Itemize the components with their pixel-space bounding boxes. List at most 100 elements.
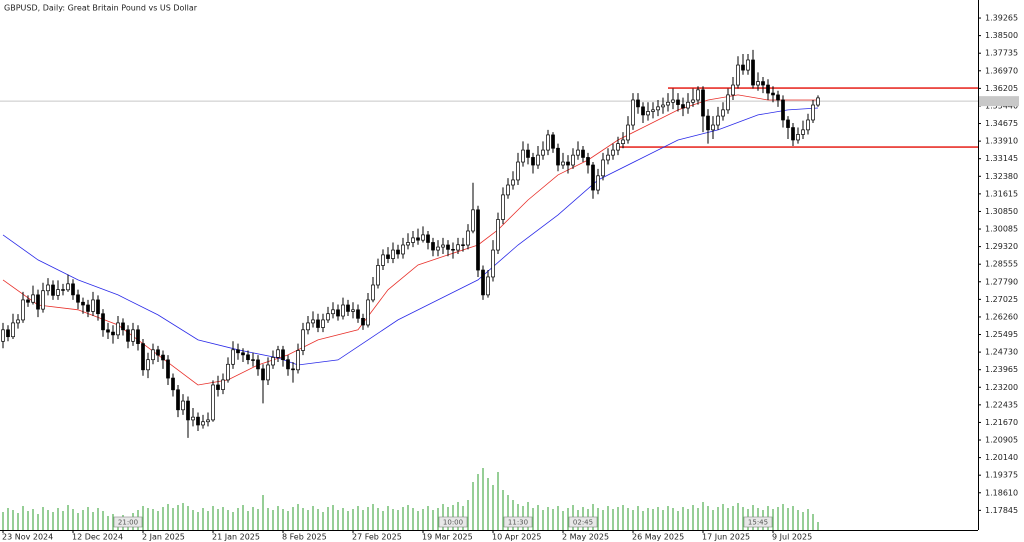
candle-body xyxy=(126,329,130,342)
y-tick-label: 1.31615 xyxy=(985,189,1018,198)
candle-body xyxy=(21,299,25,321)
candle-body xyxy=(641,106,645,116)
candle-body xyxy=(696,89,700,101)
candle-body xyxy=(331,309,335,315)
y-tick-label: 1.26260 xyxy=(985,312,1018,321)
y-tick-label: 1.23965 xyxy=(985,365,1018,374)
y-tick-label: 1.36970 xyxy=(985,66,1018,75)
candle-body xyxy=(616,143,620,151)
candle-body xyxy=(611,149,615,156)
candle-body xyxy=(656,106,660,111)
y-tick-label: 1.32380 xyxy=(985,172,1018,181)
candle-body xyxy=(346,304,350,312)
candle-body xyxy=(61,289,65,291)
y-tick-label: 1.19375 xyxy=(985,471,1018,480)
candle-body xyxy=(16,319,20,324)
candle-body xyxy=(726,94,730,111)
candle-body xyxy=(711,124,715,131)
x-tick-label: 17 Jun 2025 xyxy=(702,533,750,542)
candle-body xyxy=(801,129,805,135)
candle-body xyxy=(496,219,500,251)
candle-body xyxy=(741,64,745,71)
candle-body xyxy=(446,244,450,250)
candle-body xyxy=(316,319,320,328)
candle-body xyxy=(806,119,810,131)
candle-body xyxy=(326,313,330,321)
candle-body xyxy=(196,416,200,426)
candle-body xyxy=(471,209,475,232)
candle-body xyxy=(646,111,650,116)
candle-body xyxy=(106,329,110,333)
candle-body xyxy=(721,109,725,117)
candle-body xyxy=(556,147,560,166)
candle-body xyxy=(651,109,655,112)
candle-body xyxy=(266,364,270,381)
y-tick-label: 1.25495 xyxy=(985,330,1018,339)
candle-body xyxy=(501,194,505,220)
candle-body xyxy=(521,149,525,163)
y-tick-label: 1.34675 xyxy=(985,119,1018,128)
candle-body xyxy=(256,359,260,370)
candle-body xyxy=(1,329,5,342)
y-tick-label: 1.33910 xyxy=(985,137,1018,146)
event-box xyxy=(438,516,468,528)
candle-body xyxy=(436,246,440,251)
candle-body xyxy=(591,164,595,191)
y-tick-label: 1.30085 xyxy=(985,225,1018,234)
y-tick-label: 1.20905 xyxy=(985,436,1018,445)
y-tick-label: 1.28555 xyxy=(985,260,1018,269)
candle-body xyxy=(311,319,315,324)
candle-body xyxy=(26,299,30,303)
candle-body xyxy=(486,276,490,296)
candle-body xyxy=(761,81,765,86)
candle-body xyxy=(386,254,390,259)
candle-body xyxy=(146,359,150,371)
x-tick-label: 21 Jan 2025 xyxy=(212,533,260,542)
candle-body xyxy=(11,322,15,338)
candle-body xyxy=(391,249,395,259)
candle-body xyxy=(81,301,85,306)
candle-body xyxy=(686,101,690,109)
y-tick-label: 1.18610 xyxy=(985,488,1018,497)
candle-body xyxy=(536,154,540,166)
y-tick-label: 1.29320 xyxy=(985,242,1018,251)
y-tick-label: 1.37735 xyxy=(985,49,1018,58)
candle-body xyxy=(231,349,235,365)
candle-body xyxy=(791,127,795,141)
y-tick-label: 1.36205 xyxy=(985,84,1018,93)
y-tick-label: 1.17845 xyxy=(985,506,1018,515)
event-box xyxy=(743,516,773,528)
candle-body xyxy=(376,265,380,286)
y-tick-label: 1.38500 xyxy=(985,31,1018,40)
candle-body xyxy=(581,149,585,158)
candle-body xyxy=(396,249,400,255)
candle-body xyxy=(181,400,185,411)
candle-body xyxy=(136,329,140,344)
candle-body xyxy=(71,283,75,296)
candle-body xyxy=(91,299,95,312)
candle-body xyxy=(411,237,415,243)
candle-body xyxy=(356,309,360,319)
event-label: 02:45 xyxy=(573,519,593,527)
candle-body xyxy=(201,421,205,426)
x-tick-label: 23 Nov 2024 xyxy=(2,533,53,542)
y-tick-label: 1.30850 xyxy=(985,207,1018,216)
candle-body xyxy=(426,234,430,243)
candle-body xyxy=(816,97,820,106)
candle-body xyxy=(421,234,425,241)
candle-body xyxy=(576,149,580,156)
candle-body xyxy=(706,115,710,131)
candle-body xyxy=(731,84,735,96)
candle-body xyxy=(86,304,90,312)
candle-body xyxy=(781,99,785,121)
candle-body xyxy=(811,104,815,121)
y-tick-label: 1.22435 xyxy=(985,400,1018,409)
candle-body xyxy=(56,289,60,296)
candle-body xyxy=(151,349,155,361)
y-tick-label: 1.23200 xyxy=(985,383,1018,392)
candle-body xyxy=(381,254,385,266)
candle-body xyxy=(101,313,105,331)
candle-body xyxy=(296,350,300,371)
